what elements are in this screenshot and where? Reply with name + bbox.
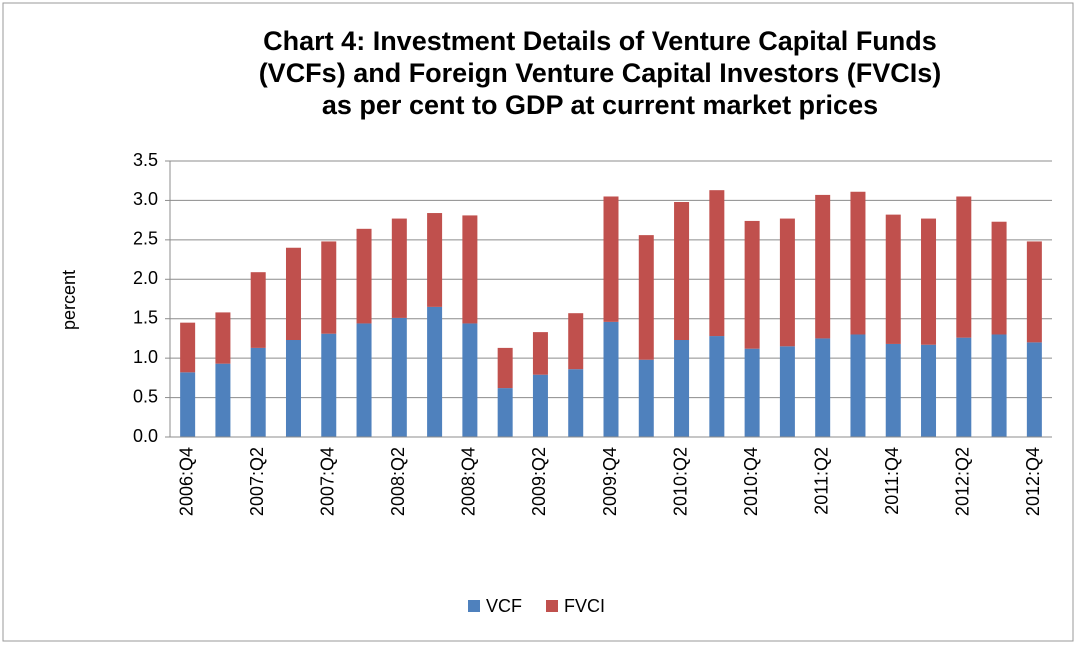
bar-segment — [391, 218, 407, 318]
bar-segment — [462, 215, 478, 324]
bar-segment — [568, 313, 584, 370]
bar-segment — [885, 343, 901, 437]
bar-segment — [532, 332, 548, 375]
bar-segment — [285, 247, 301, 341]
bar-segment — [709, 190, 725, 337]
bar-segment — [321, 333, 337, 437]
bar-segment — [215, 363, 231, 437]
bar-segment — [956, 337, 972, 437]
chart-title: (VCFs) and Foreign Venture Capital Inves… — [259, 58, 942, 88]
bar-segment — [532, 374, 548, 437]
x-tick-label: 2010:Q2 — [670, 447, 690, 516]
bar-segment — [427, 213, 443, 307]
x-tick-label: 2011:Q2 — [811, 447, 831, 515]
bar-segment — [779, 218, 795, 347]
y-tick-label: 2.0 — [133, 268, 158, 288]
chart-title: Chart 4: Investment Details of Venture C… — [263, 26, 937, 56]
legend-label: FVCI — [564, 596, 605, 616]
bar-segment — [1026, 342, 1042, 437]
y-tick-label: 3.5 — [133, 150, 158, 170]
bar-segment — [815, 338, 831, 437]
legend-label: VCF — [486, 596, 522, 616]
bar-segment — [1026, 241, 1042, 343]
bar-segment — [638, 359, 654, 437]
bar-segment — [603, 196, 619, 322]
x-tick-label: 2010:Q4 — [741, 447, 761, 516]
y-tick-label: 2.5 — [133, 229, 158, 249]
bar-segment — [568, 369, 584, 437]
y-tick-label: 1.5 — [133, 307, 158, 327]
x-tick-label: 2007:Q4 — [318, 447, 338, 516]
bar-segment — [250, 272, 266, 348]
bar-segment — [497, 388, 513, 437]
bar-segment — [921, 344, 937, 437]
bar-segment — [180, 322, 196, 373]
x-tick-label: 2008:Q4 — [459, 447, 479, 516]
x-tick-label: 2012:Q4 — [1023, 447, 1043, 516]
bar-segment — [250, 347, 266, 437]
y-tick-label: 3.0 — [133, 189, 158, 209]
bar-segment — [674, 202, 690, 341]
x-tick-label: 2006:Q4 — [176, 447, 196, 516]
bar-segment — [215, 312, 231, 364]
bar-segment — [356, 228, 372, 324]
bar-segment — [709, 336, 725, 437]
bar-segment — [321, 241, 337, 334]
bar-segment — [991, 334, 1007, 437]
x-tick-label: 2009:Q4 — [600, 447, 620, 516]
bar-segment — [674, 340, 690, 437]
bar-segment — [779, 346, 795, 437]
legend-swatch — [468, 600, 480, 612]
y-tick-label: 1.0 — [133, 347, 158, 367]
y-axis-label: percent — [59, 270, 79, 330]
x-tick-label: 2009:Q2 — [529, 447, 549, 516]
bar-segment — [180, 372, 196, 437]
bar-segment — [815, 194, 831, 339]
x-tick-label: 2012:Q2 — [953, 447, 973, 516]
bar-segment — [462, 323, 478, 437]
x-tick-label: 2011:Q4 — [882, 447, 902, 515]
bar-segment — [850, 191, 866, 335]
bar-segment — [427, 306, 443, 437]
bar-segment — [885, 214, 901, 344]
bar-segment — [921, 218, 937, 345]
bar-segment — [497, 347, 513, 389]
bar-segment — [603, 321, 619, 437]
x-tick-label: 2007:Q2 — [247, 447, 267, 516]
chart-title: as per cent to GDP at current market pri… — [322, 90, 878, 120]
bar-segment — [956, 196, 972, 338]
legend-swatch — [546, 600, 558, 612]
bar-segment — [285, 340, 301, 437]
x-tick-label: 2008:Q2 — [388, 447, 408, 516]
bar-segment — [356, 323, 372, 437]
bar-segment — [744, 348, 760, 437]
bar-segment — [850, 334, 866, 437]
bar-segment — [391, 317, 407, 437]
bar-segment — [638, 235, 654, 360]
y-tick-label: 0.5 — [133, 386, 158, 406]
y-tick-label: 0.0 — [133, 426, 158, 446]
bar-segment — [744, 220, 760, 349]
bar-segment — [991, 221, 1007, 335]
